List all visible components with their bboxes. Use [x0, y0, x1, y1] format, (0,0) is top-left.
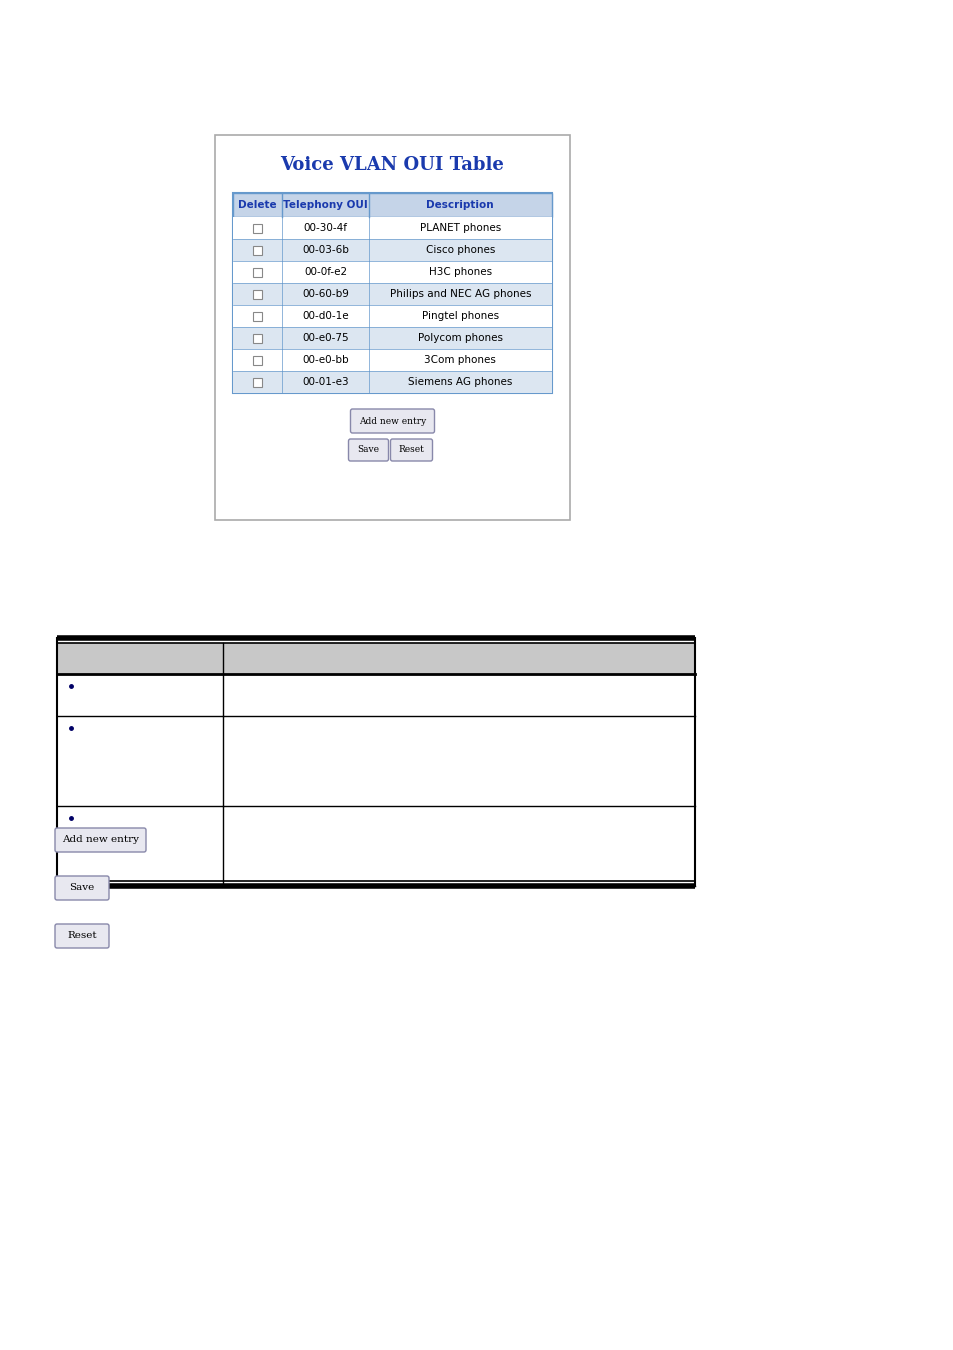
- Text: Save: Save: [70, 883, 94, 892]
- Bar: [253, 289, 262, 298]
- Text: 00-01-e3: 00-01-e3: [302, 377, 349, 387]
- Text: Reset: Reset: [67, 931, 96, 941]
- Bar: [233, 217, 552, 239]
- FancyBboxPatch shape: [55, 923, 109, 948]
- Text: Cisco phones: Cisco phones: [425, 244, 495, 255]
- Text: 00-60-b9: 00-60-b9: [302, 289, 349, 298]
- Text: Polycom phones: Polycom phones: [417, 333, 502, 343]
- Text: 00-03-6b: 00-03-6b: [302, 244, 349, 255]
- Text: 3Com phones: 3Com phones: [424, 355, 496, 364]
- FancyBboxPatch shape: [348, 439, 388, 460]
- Text: Voice VLAN OUI Table: Voice VLAN OUI Table: [280, 157, 504, 174]
- FancyBboxPatch shape: [55, 876, 109, 900]
- Text: Siemens AG phones: Siemens AG phones: [408, 377, 512, 387]
- Text: Description: Description: [426, 200, 494, 211]
- Bar: [233, 239, 552, 261]
- FancyBboxPatch shape: [390, 439, 432, 460]
- Text: 00-d0-1e: 00-d0-1e: [302, 310, 349, 321]
- Text: Philips and NEC AG phones: Philips and NEC AG phones: [389, 289, 531, 298]
- Bar: [233, 193, 552, 217]
- Text: Save: Save: [357, 446, 379, 455]
- Text: H3C phones: H3C phones: [428, 267, 492, 277]
- Text: 00-30-4f: 00-30-4f: [303, 223, 347, 234]
- Text: Delete: Delete: [238, 200, 276, 211]
- Text: Add new entry: Add new entry: [358, 417, 426, 425]
- Bar: [253, 378, 262, 386]
- Bar: [253, 312, 262, 320]
- Bar: [57, 643, 695, 674]
- Bar: [253, 246, 262, 255]
- Text: Telephony OUI: Telephony OUI: [283, 200, 368, 211]
- Bar: [233, 371, 552, 393]
- Bar: [233, 327, 552, 350]
- Bar: [233, 193, 552, 393]
- Bar: [253, 224, 262, 232]
- Bar: [233, 284, 552, 305]
- Bar: [233, 350, 552, 371]
- Bar: [233, 305, 552, 327]
- Bar: [253, 267, 262, 277]
- Text: 00-0f-e2: 00-0f-e2: [304, 267, 347, 277]
- Text: Pingtel phones: Pingtel phones: [421, 310, 498, 321]
- Bar: [214, 135, 569, 520]
- Text: 00-e0-bb: 00-e0-bb: [302, 355, 349, 364]
- Bar: [253, 333, 262, 343]
- Bar: [253, 355, 262, 364]
- Text: Reset: Reset: [398, 446, 424, 455]
- Bar: [233, 261, 552, 284]
- Text: 00-e0-75: 00-e0-75: [302, 333, 349, 343]
- Text: Add new entry: Add new entry: [62, 836, 139, 845]
- FancyBboxPatch shape: [55, 828, 146, 852]
- Text: PLANET phones: PLANET phones: [419, 223, 500, 234]
- FancyBboxPatch shape: [350, 409, 434, 433]
